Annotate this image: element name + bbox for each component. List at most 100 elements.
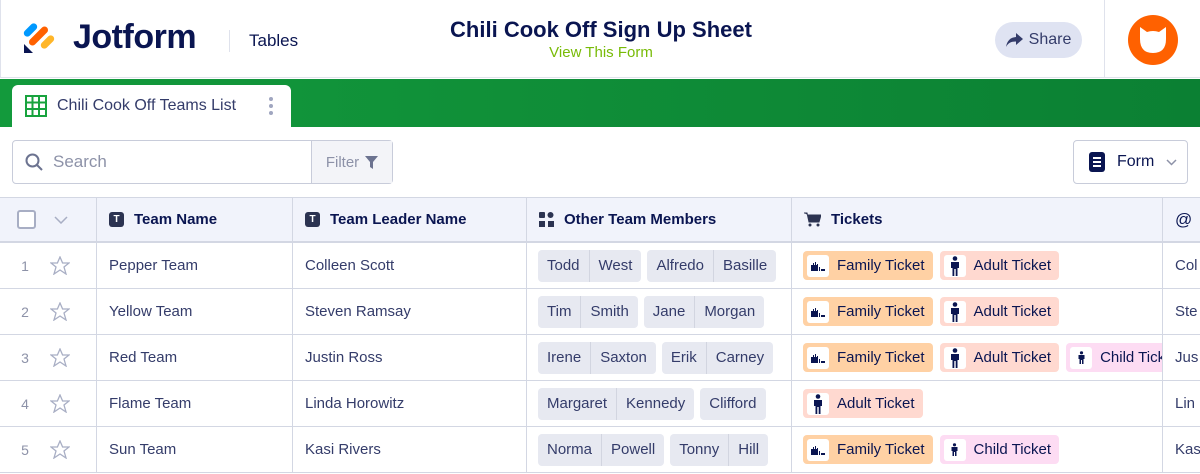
member-name-part: Kennedy xyxy=(616,387,694,420)
tickets-cell[interactable]: Family Ticket Adult Ticket xyxy=(792,289,1163,334)
other-members-cell[interactable]: Irene Saxton Erik Carney xyxy=(527,335,792,380)
column-label: Other Team Members xyxy=(564,211,717,228)
member-chip: Margaret Kennedy xyxy=(538,387,695,420)
row-number: 2 xyxy=(21,303,29,320)
avatar[interactable] xyxy=(1128,15,1178,65)
table-row[interactable]: 2 Yellow Team Steven Ramsay Tim Smith Jane… xyxy=(0,289,1200,335)
row-number: 4 xyxy=(21,395,29,412)
team-leader-cell[interactable]: Kasi Rivers xyxy=(293,427,527,472)
form-label: Form xyxy=(1117,153,1155,170)
search-icon xyxy=(25,153,43,171)
star-icon[interactable] xyxy=(50,394,70,413)
select-all-cell xyxy=(0,198,97,241)
tickets-cell[interactable]: Family Ticket Child Ticket xyxy=(792,427,1163,472)
divider xyxy=(1104,0,1105,78)
email-cell[interactable]: Lin xyxy=(1175,395,1196,412)
member-name-part: Norma xyxy=(547,440,593,458)
star-icon[interactable] xyxy=(50,440,70,459)
member-name-part: Margaret xyxy=(547,394,608,412)
filter-button[interactable]: Filter xyxy=(311,141,392,183)
tickets-cell[interactable]: Adult Ticket xyxy=(792,381,1163,426)
team-name-cell[interactable]: Sun Team xyxy=(97,427,293,472)
table-row[interactable]: 1 Pepper Team Colleen Scott Todd West Alfr… xyxy=(0,243,1200,289)
ticket-chip-adult: Adult Ticket xyxy=(939,251,1060,280)
star-icon[interactable] xyxy=(50,302,70,321)
shapes-icon xyxy=(539,212,554,227)
team-leader-cell[interactable]: Steven Ramsay xyxy=(293,289,527,334)
filter-icon xyxy=(365,155,379,169)
star-icon[interactable] xyxy=(50,256,70,275)
column-header-email[interactable]: @ xyxy=(1163,198,1200,241)
member-name-part: Alfredo xyxy=(656,256,704,274)
ticket-label: Family Ticket xyxy=(837,349,925,366)
share-label: Share xyxy=(1028,31,1072,48)
team-leader-cell[interactable]: Linda Horowitz xyxy=(293,381,527,426)
form-icon xyxy=(1089,152,1105,172)
data-table: T Team Name T Team Leader Name Other Team … xyxy=(0,197,1200,473)
member-name-part: Jane xyxy=(652,302,686,320)
member-name-part: Saxton xyxy=(590,341,656,374)
family-ticket-icon xyxy=(807,300,829,323)
ticket-label: Adult Ticket xyxy=(973,257,1052,274)
member-chip: Norma Powell xyxy=(538,433,665,466)
view-form-link[interactable]: View This Form xyxy=(549,44,653,61)
chevron-down-icon[interactable] xyxy=(54,215,68,224)
team-name-cell[interactable]: Yellow Team xyxy=(97,289,293,334)
member-name-part: Erik xyxy=(670,348,697,366)
ticket-label: Family Ticket xyxy=(837,257,925,274)
app-header: Jotform Tables Chili Cook Off Sign Up Sh… xyxy=(0,0,1200,78)
email-cell[interactable]: Jus xyxy=(1175,349,1199,366)
table-row[interactable]: 3 Red Team Justin Ross Irene Saxton Erik Ca… xyxy=(0,335,1200,381)
team-name-cell[interactable]: Red Team xyxy=(97,335,293,380)
ticket-chip-child: Child Ticket xyxy=(939,435,1060,464)
team-leader-cell[interactable]: Colleen Scott xyxy=(293,243,527,288)
section-label: Tables xyxy=(249,31,299,50)
column-header-tickets[interactable]: Tickets xyxy=(792,198,1163,241)
select-all-checkbox[interactable] xyxy=(17,210,36,229)
share-button[interactable]: Share xyxy=(995,22,1082,58)
row-number: 5 xyxy=(21,441,29,458)
email-cell[interactable]: Ste xyxy=(1175,303,1198,320)
row-number: 1 xyxy=(21,257,29,274)
team-name-cell[interactable]: Flame Team xyxy=(97,381,293,426)
search-input[interactable]: Search xyxy=(13,141,311,183)
other-members-cell[interactable]: Margaret Kennedy Clifford xyxy=(527,381,792,426)
star-icon[interactable] xyxy=(50,348,70,367)
table-header: T Team Name T Team Leader Name Other Team … xyxy=(0,197,1200,243)
ticket-label: Child Ticket xyxy=(1100,349,1162,366)
column-header-other-members[interactable]: Other Team Members xyxy=(527,198,792,241)
tickets-cell[interactable]: Family Ticket Adult Ticket xyxy=(792,243,1163,288)
form-view-dropdown[interactable]: Form xyxy=(1073,140,1188,184)
email-cell[interactable]: Col xyxy=(1175,257,1198,274)
tab-menu-icon[interactable] xyxy=(269,97,273,115)
member-chip: Tonny Hill xyxy=(670,433,769,466)
ticket-label: Adult Ticket xyxy=(973,303,1052,320)
column-header-team-name[interactable]: T Team Name xyxy=(97,198,293,241)
chevron-down-icon xyxy=(1166,158,1177,166)
team-leader-cell[interactable]: Justin Ross xyxy=(293,335,527,380)
ticket-chip-child: Child Ticket xyxy=(1066,343,1162,372)
member-name-part: Tonny xyxy=(679,440,720,458)
member-name-part: Clifford xyxy=(709,394,757,412)
family-ticket-icon xyxy=(807,346,829,369)
table-row[interactable]: 5 Sun Team Kasi Rivers Norma Powell Tonny H… xyxy=(0,427,1200,473)
adult-ticket-icon xyxy=(943,254,966,277)
brand-name[interactable]: Jotform xyxy=(73,18,197,56)
other-members-cell[interactable]: Norma Powell Tonny Hill xyxy=(527,427,792,472)
team-name-cell[interactable]: Pepper Team xyxy=(97,243,293,288)
adult-ticket-icon xyxy=(807,392,829,415)
adult-ticket-icon xyxy=(943,300,966,323)
tickets-cell[interactable]: Family Ticket Adult Ticket Child Ticket xyxy=(792,335,1163,380)
other-members-cell[interactable]: Todd West Alfredo Basille xyxy=(527,243,792,288)
ticket-chip-family: Family Ticket xyxy=(803,435,933,464)
tab-teams-list[interactable]: Chili Cook Off Teams List xyxy=(12,85,291,127)
family-ticket-icon xyxy=(807,254,829,277)
table-row[interactable]: 4 Flame Team Linda Horowitz Margaret Kenn… xyxy=(0,381,1200,427)
jotform-logo-icon xyxy=(23,23,55,53)
member-name-part: Todd xyxy=(547,256,580,274)
ticket-label: Child Ticket xyxy=(973,441,1052,458)
email-cell[interactable]: Kas xyxy=(1175,441,1200,458)
ticket-chip-family: Family Ticket xyxy=(803,343,933,372)
other-members-cell[interactable]: Tim Smith Jane Morgan xyxy=(527,289,792,334)
column-header-team-leader[interactable]: T Team Leader Name xyxy=(293,198,527,241)
